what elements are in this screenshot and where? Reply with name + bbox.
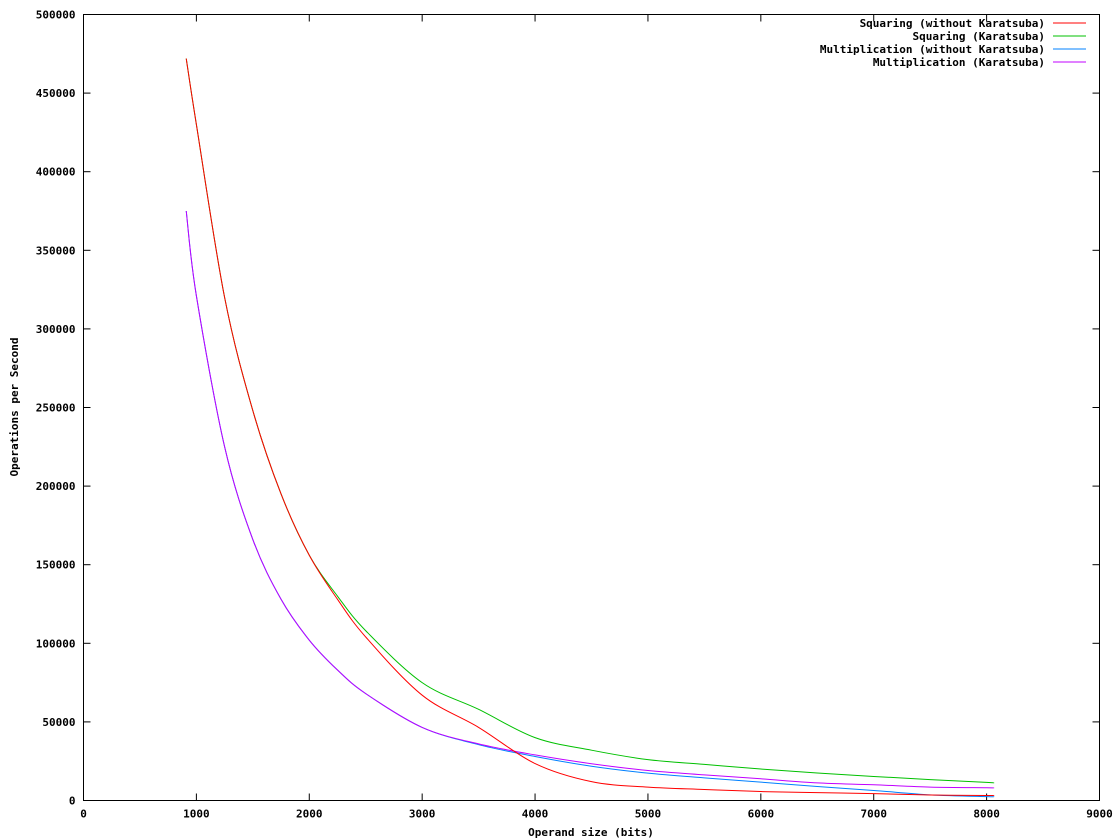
series-line-0 <box>185 58 995 797</box>
x-tick-label: 5000 <box>635 808 662 821</box>
legend-label: Squaring (Karatsuba) <box>913 30 1045 43</box>
plot-frame <box>83 14 1100 801</box>
x-tick-label: 3000 <box>409 808 436 821</box>
y-tick-label: 150000 <box>36 559 76 572</box>
axis-ticks: 0 1000 2000 3000 4000 5000 6000 7000 8000 9000 0 50… <box>36 9 1113 821</box>
y-tick-label: 200000 <box>36 480 76 493</box>
y-tick-label: 50000 <box>42 716 75 729</box>
x-tick-label: 8000 <box>973 808 1000 821</box>
y-axis-label: Operations per Second <box>8 337 21 476</box>
y-tick-label: 300000 <box>36 323 76 336</box>
y-tick-label: 400000 <box>36 166 76 179</box>
series-lines <box>185 58 995 798</box>
series-line-3 <box>185 210 995 789</box>
legend-label: Multiplication (without Karatsuba) <box>820 43 1045 56</box>
legend-label: Squaring (without Karatsuba) <box>860 17 1045 30</box>
series-line-2 <box>185 210 995 798</box>
x-tick-label: 2000 <box>296 808 323 821</box>
legend: Squaring (without Karatsuba)Squaring (Ka… <box>820 17 1086 69</box>
y-tick-label: 500000 <box>36 9 76 22</box>
y-tick-label: 250000 <box>36 402 76 415</box>
x-tick-label: 1000 <box>183 808 210 821</box>
legend-label: Multiplication (Karatsuba) <box>873 56 1045 69</box>
x-tick-label: 9000 <box>1086 808 1113 821</box>
x-tick-label: 6000 <box>748 808 775 821</box>
y-tick-label: 450000 <box>36 87 76 100</box>
x-axis-label: Operand size (bits) <box>528 826 654 839</box>
x-tick-label: 7000 <box>860 808 887 821</box>
x-tick-label: 0 <box>80 808 87 821</box>
y-tick-label: 100000 <box>36 637 76 650</box>
series-line-1 <box>185 58 995 784</box>
y-tick-label: 0 <box>69 795 76 808</box>
y-tick-label: 350000 <box>36 244 76 257</box>
x-tick-label: 4000 <box>522 808 549 821</box>
